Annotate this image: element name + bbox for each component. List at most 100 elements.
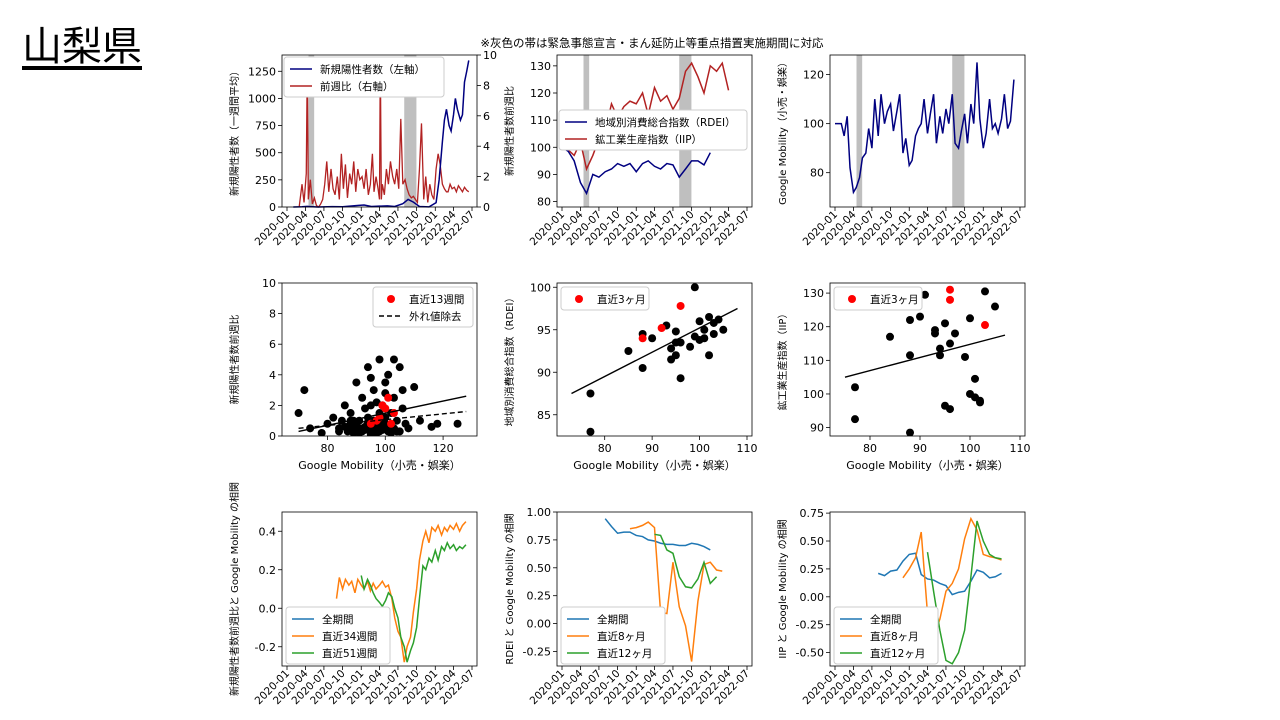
scatter-point-recent xyxy=(384,393,393,402)
series-mobility xyxy=(835,62,1015,195)
series-iip xyxy=(561,61,730,172)
plot-area xyxy=(294,355,467,436)
legend-box xyxy=(283,56,445,98)
y-tick-label: 0.25 xyxy=(800,563,825,576)
legend-marker xyxy=(848,295,856,303)
scatter-point-recent xyxy=(372,416,381,425)
y-tick-label: 110 xyxy=(530,114,551,127)
scatter-point xyxy=(638,364,647,372)
scatter-point xyxy=(404,424,413,433)
legend-box xyxy=(560,606,666,665)
shaded-period xyxy=(308,55,315,207)
y-axis-label: IIP と Google Mobility の相関 xyxy=(776,519,789,658)
legend-label: 直近51週間 xyxy=(322,647,377,660)
y-tick-label: 1.00 xyxy=(527,506,552,519)
legend-label: 直近8ヶ月 xyxy=(597,630,646,643)
series-long xyxy=(654,533,718,589)
x-axis-label: Google Mobility（小売・娯楽） xyxy=(846,458,1008,472)
scatter-point xyxy=(410,383,419,392)
shaded-period xyxy=(952,55,965,207)
series-long xyxy=(360,540,467,663)
fit-line xyxy=(298,395,467,433)
legend-label: 全期間 xyxy=(322,613,354,626)
y-tick-label: 10 xyxy=(262,277,276,290)
chart-rdei-iip: 8090100110120130新規陽性者数前週比2020-012020-042… xyxy=(503,54,753,248)
y2-tick-label: 8 xyxy=(483,79,490,92)
y-tick-label: 6 xyxy=(269,338,276,351)
fit-line xyxy=(844,334,1006,378)
y-tick-label: 0 xyxy=(269,430,276,443)
scatter-point xyxy=(648,334,657,343)
x-tick-label: 100 xyxy=(375,442,396,455)
scatter-point xyxy=(389,393,398,402)
scatter-point xyxy=(358,393,367,402)
scatter-point xyxy=(976,398,984,407)
y-tick-label: 0 xyxy=(269,201,276,214)
legend-marker xyxy=(575,295,583,303)
scatter-point-recent xyxy=(676,301,685,310)
y-tick-label: 120 xyxy=(530,87,551,100)
y-tick-label: 120 xyxy=(803,69,824,82)
x-tick-label: 100 xyxy=(689,442,710,455)
scatter-point xyxy=(931,329,939,338)
scatter-point xyxy=(300,386,309,395)
y-tick-label: 500 xyxy=(255,147,276,160)
scatter-point xyxy=(906,315,914,324)
scatter-point xyxy=(951,329,959,338)
y-tick-label: 100 xyxy=(530,281,551,294)
series-rdei xyxy=(561,146,711,196)
y-tick-label: 1250 xyxy=(248,65,276,78)
chart-correlation-6: -0.2 0.0 0.2 0.4 新規陽性者数前週比と Google Mobility … xyxy=(228,482,478,707)
x-tick-label: 100 xyxy=(960,442,981,455)
figure-note: ※灰色の帯は緊急事態宣言・まん延防止等重点措置実施期間に対応 xyxy=(480,36,824,50)
series-full xyxy=(877,552,1002,596)
scatter-point xyxy=(690,283,699,292)
scatter-point-recent xyxy=(946,295,954,304)
scatter-point-recent xyxy=(946,285,954,294)
legend-box xyxy=(833,606,939,665)
legend-label: 全期間 xyxy=(597,613,629,626)
scatter-point xyxy=(346,409,355,418)
y-axis-label: 新規陽性者数前週比 xyxy=(503,86,516,176)
scatter-point xyxy=(946,339,954,348)
y-tick-label: -0.2 xyxy=(255,641,276,654)
page-title: 山梨県 xyxy=(22,24,142,70)
scatter-point xyxy=(329,413,338,422)
y-tick-label: -0.25 xyxy=(523,645,551,658)
scatter-point xyxy=(671,351,680,360)
scatter-point xyxy=(936,344,944,353)
scatter-point xyxy=(941,319,949,328)
legend-label: 外れ値除去 xyxy=(409,310,462,323)
scatter-point-recent xyxy=(381,404,390,413)
scatter-point xyxy=(586,427,595,436)
y-axis-label: 地域別消費総合指数（RDEI） xyxy=(503,293,516,427)
scatter-point xyxy=(335,427,344,436)
scatter-point xyxy=(352,378,361,387)
legend-label: 地域別消費総合指数（RDEI） xyxy=(595,116,736,129)
scatter-point xyxy=(709,330,718,338)
x-axis-label: Google Mobility（小売・娯楽） xyxy=(298,458,460,472)
y-axis-label: 新規陽性者数前週比と Google Mobility の相関 xyxy=(228,482,241,696)
scatter-point xyxy=(586,389,595,398)
y-tick-label: 120 xyxy=(803,321,824,334)
scatter-point xyxy=(366,373,375,382)
legend-label: 直近13週間 xyxy=(409,293,464,306)
y2-tick-label: 10 xyxy=(483,49,497,62)
y-tick-label: 0.75 xyxy=(800,507,825,520)
chart-correlation-8: -0.50 -0.25 0.00 0.25 0.50 0.75 IIP と Google M… xyxy=(776,507,1026,707)
x-tick-label: 110 xyxy=(737,442,758,455)
y-tick-label: 90 xyxy=(810,422,824,435)
y-axis-label: Google Mobility（小売・娯楽） xyxy=(776,57,789,205)
scatter-point xyxy=(700,334,709,343)
y-tick-label: 80 xyxy=(810,167,824,180)
y2-tick-label: 2 xyxy=(483,171,490,184)
x-tick-label: 90 xyxy=(913,442,927,455)
plot-area xyxy=(571,283,738,436)
shaded-period xyxy=(856,55,863,207)
y-tick-label: 100 xyxy=(530,141,551,154)
chart-new-cases: 025050075010001250新規陽性者数（一週間平均）024681020… xyxy=(228,49,497,248)
legend-label: 直近3ヶ月 xyxy=(870,293,919,306)
